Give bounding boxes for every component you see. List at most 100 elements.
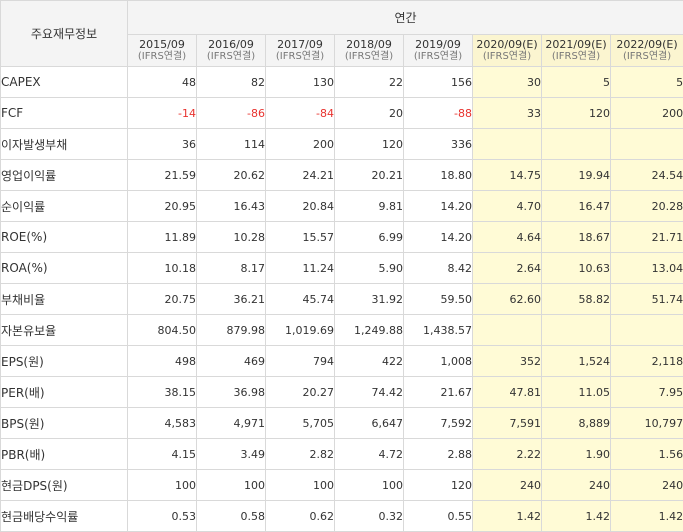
period-year: 2016/09 [208,37,254,51]
table-cell: 1.42 [541,500,611,532]
row-label: 현금DPS(원) [0,469,128,501]
table-cell: 11.05 [541,376,611,408]
table-cell: 3.49 [196,438,266,470]
table-row: CAPEX 48 82 130 22 156 30 5 5 [0,66,683,98]
period-year: 2022/09(E) [616,37,678,51]
table-cell: 0.53 [127,500,197,532]
table-cell: 10.28 [196,221,266,253]
table-cell: 33 [472,97,542,129]
table-cell: 1,524 [541,345,611,377]
period-basis: (IFRS연결) [206,50,256,62]
table-cell: -84 [265,97,335,129]
table-cell: 24.54 [609,159,683,191]
table-row: ROA(%) 10.18 8.17 11.24 5.90 8.42 2.64 10.63 13.… [0,252,683,284]
table-cell: 20.21 [334,159,404,191]
table-row: 영업이익률 21.59 20.62 24.21 20.21 18.80 14.75 19.94… [0,159,683,191]
table-cell: 20.28 [609,190,683,222]
period-basis: (IFRS연결) [482,50,532,62]
table-cell: 1,438.57 [403,314,473,346]
period-basis: (IFRS연결) [344,50,394,62]
table-cell: 240 [541,469,611,501]
row-label: PER(배) [0,376,128,408]
table-cell: 13.04 [609,252,683,284]
table-cell: 74.42 [334,376,404,408]
table-row: 현금배당수익률 0.53 0.58 0.62 0.32 0.55 1.42 1.42 1.42 [0,500,683,532]
table-cell: 7,592 [403,407,473,439]
table-cell: 498 [127,345,197,377]
table-cell: 30 [472,66,542,98]
table-row: BPS(원) 4,583 4,971 5,705 6,647 7,592 7,591 8,88… [0,407,683,439]
period-header: 2016/09 (IFRS연결) [196,34,266,67]
table-row: ROE(%) 11.89 10.28 15.57 6.99 14.20 4.64 18.67 2… [0,221,683,253]
period-basis: (IFRS연결) [275,50,325,62]
table-body: CAPEX 48 82 130 22 156 30 5 5 FCF -14 -86 -84 20 -88 33… [0,66,683,532]
table-cell: 352 [472,345,542,377]
table-cell: 8.42 [403,252,473,284]
table-row: 자본유보율 804.50 879.98 1,019.69 1,249.88 1,438.5… [0,314,683,346]
table-cell: 24.21 [265,159,335,191]
table-cell: 45.74 [265,283,335,315]
table-cell: 4.70 [472,190,542,222]
table-cell: 11.89 [127,221,197,253]
table-cell: 51.74 [609,283,683,315]
period-basis: (IFRS연결) [413,50,463,62]
table-cell: 422 [334,345,404,377]
row-label: 영업이익률 [0,159,128,191]
annual-header: 연간 [126,0,683,35]
table-cell: 0.62 [265,500,335,532]
table-cell: 120 [403,469,473,501]
table-cell: -14 [127,97,197,129]
table-row: 이자발생부채 36 114 200 120 336 [0,128,683,160]
table-cell: 100 [196,469,266,501]
period-header-row: 2015/09 (IFRS연결) 2016/09 (IFRS연결) 2017/09 (IF… [1,34,683,67]
table-cell [541,128,611,160]
row-label: PBR(배) [0,438,128,470]
table-cell: 2.88 [403,438,473,470]
table-cell: 5 [541,66,611,98]
row-label: EPS(원) [0,345,128,377]
table-cell: 15.57 [265,221,335,253]
table-cell: 1.42 [609,500,683,532]
row-label: 자본유보율 [0,314,128,346]
table-cell: 14.75 [472,159,542,191]
table-cell: 8,889 [541,407,611,439]
table-cell: 22 [334,66,404,98]
table-cell: 200 [265,128,335,160]
table-cell: 114 [196,128,266,160]
table-cell: 36.98 [196,376,266,408]
table-cell: 4,583 [127,407,197,439]
table-cell: 156 [403,66,473,98]
row-label: BPS(원) [0,407,128,439]
table-row: PER(배) 38.15 36.98 20.27 74.42 21.67 47.81 11.0… [0,376,683,408]
table-cell: 200 [609,97,683,129]
table-cell: 9.81 [334,190,404,222]
table-cell: 879.98 [196,314,266,346]
period-header: 2017/09 (IFRS연결) [265,34,335,67]
table-cell: 6,647 [334,407,404,439]
table-cell: 100 [127,469,197,501]
table-row: EPS(원) 498 469 794 422 1,008 352 1,524 2,118 [0,345,683,377]
table-corner-label: 주요재무정보 [0,0,128,67]
row-label: CAPEX [0,66,128,98]
table-cell: 4.15 [127,438,197,470]
row-label: ROA(%) [0,252,128,284]
table-cell: 2.82 [265,438,335,470]
table-cell: 5 [609,66,683,98]
period-header: 2015/09 (IFRS연결) [127,34,197,67]
table-cell: 16.43 [196,190,266,222]
table-cell: 47.81 [472,376,542,408]
table-cell: 0.58 [196,500,266,532]
table-cell: 4.72 [334,438,404,470]
table-cell: 120 [334,128,404,160]
table-cell: 10,797 [609,407,683,439]
table-cell: 18.67 [541,221,611,253]
table-cell: 0.32 [334,500,404,532]
table-cell [472,128,542,160]
period-year: 2020/09(E) [476,37,538,51]
table-cell: 1.56 [609,438,683,470]
period-year: 2017/09 [277,37,323,51]
table-row: 부채비율 20.75 36.21 45.74 31.92 59.50 62.60 58.82 5… [0,283,683,315]
table-cell: 4.64 [472,221,542,253]
table-cell: -88 [403,97,473,129]
